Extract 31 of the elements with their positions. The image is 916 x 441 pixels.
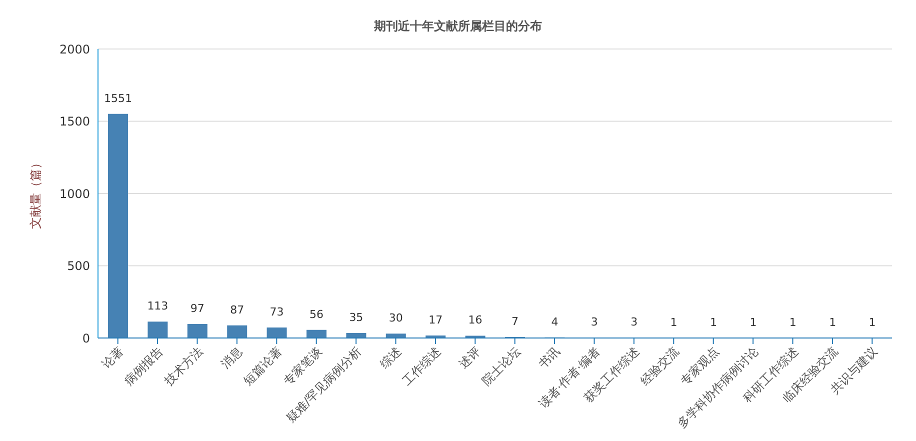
data-label: 17 [428, 314, 443, 327]
data-label: 16 [468, 314, 482, 327]
data-label: 97 [190, 302, 204, 315]
data-label: 4 [551, 315, 558, 328]
y-tick-label: 0 [82, 331, 90, 346]
data-label: 30 [388, 312, 403, 325]
y-tick-label: 500 [67, 259, 90, 274]
x-tick-label: 消息 [218, 344, 246, 372]
data-label: 1 [868, 316, 876, 329]
data-label: 113 [147, 300, 168, 313]
data-label: 56 [310, 308, 324, 321]
data-label: 87 [230, 303, 244, 316]
data-label: 1 [710, 316, 717, 329]
x-tick-label: 综述 [377, 344, 404, 372]
data-label: 3 [630, 316, 638, 329]
y-tick-label: 1500 [59, 114, 90, 129]
y-axis-title: 文献量（篇） [28, 157, 44, 229]
data-label: 1 [829, 316, 836, 329]
x-tick-label: 书讯 [536, 344, 563, 372]
data-label: 1 [670, 316, 678, 329]
chart-title: 期刊近十年文献所属栏目的分布 [373, 18, 543, 35]
data-label: 1 [750, 316, 757, 329]
data-label: 3 [590, 316, 598, 329]
data-label: 73 [270, 305, 284, 318]
data-label: 1551 [104, 92, 132, 105]
data-label: 35 [349, 310, 364, 324]
y-tick-label: 1000 [59, 186, 90, 201]
data-label: 1 [789, 316, 796, 329]
y-tick-label: 2000 [59, 42, 90, 56]
x-tick-label: 论著 [99, 344, 126, 372]
data-label: 7 [512, 314, 518, 328]
